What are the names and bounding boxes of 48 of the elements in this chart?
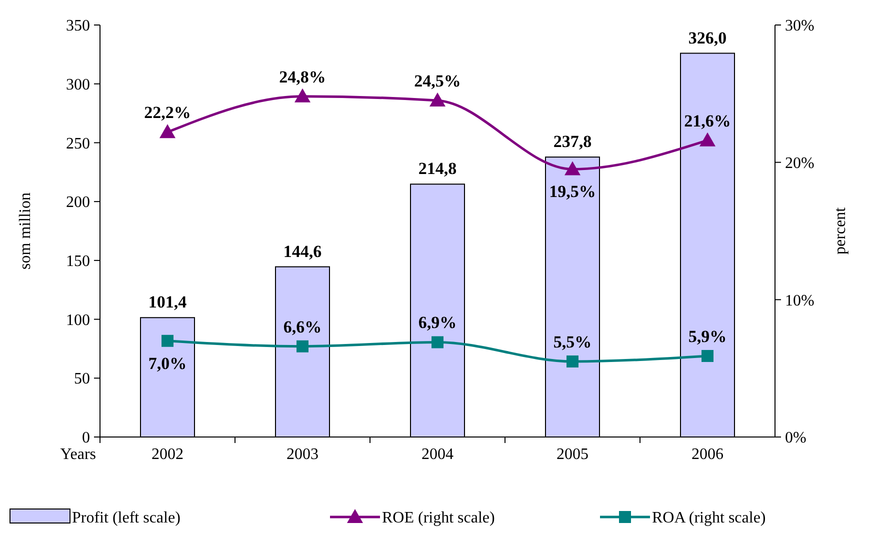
x-tick-label: 2005: [556, 446, 588, 463]
data-label: 22,2%: [144, 103, 191, 122]
legend-label: Profit (left scale): [72, 510, 180, 527]
data-label: 24,5%: [414, 72, 461, 91]
y-tick-label: 0: [82, 430, 90, 447]
point: [430, 92, 446, 107]
point: [432, 336, 444, 348]
data-label: 214,8: [418, 159, 457, 178]
data-label: 7,0%: [148, 354, 187, 373]
point: [702, 350, 714, 362]
point: [160, 124, 176, 138]
data-label: 6,9%: [418, 313, 457, 332]
data-label: 24,8%: [279, 67, 326, 86]
y-tick-label: 300: [66, 76, 90, 94]
y-tick-label: 50: [74, 370, 90, 388]
y2-tick-label: 0%: [785, 430, 806, 447]
y2-axis-title: percent: [832, 206, 849, 255]
point: [566, 355, 578, 368]
point: [700, 132, 716, 146]
x-tick-label: 2004: [422, 446, 454, 463]
point: [296, 340, 308, 352]
data-label: 237,8: [553, 132, 592, 152]
point: [294, 88, 310, 102]
y-tick-label: 200: [66, 194, 90, 212]
data-label: 326,0: [688, 28, 727, 48]
y-tick-label: 350: [66, 18, 90, 35]
x-tick-label: 2002: [152, 446, 184, 463]
data-label: 144,6: [283, 242, 322, 261]
y-tick-label: 100: [66, 312, 90, 329]
legend-label: ROE (right scale): [382, 510, 495, 527]
x-axis-title: Years: [60, 446, 96, 463]
y-tick-label: 150: [66, 253, 90, 270]
y-tick-label: 250: [66, 135, 90, 152]
legend-label: ROA (right scale): [652, 510, 766, 527]
data-label: 5,5%: [553, 332, 592, 352]
y-axis-title: som million: [17, 192, 34, 270]
x-tick-label: 2006: [692, 446, 724, 463]
x-tick-label: 2003: [286, 446, 318, 463]
y2-tick-label: 30%: [785, 18, 814, 35]
data-label: 5,9%: [688, 326, 727, 346]
y2-tick-label: 20%: [785, 154, 814, 172]
data-label: 19,5%: [549, 182, 596, 202]
point: [162, 334, 174, 347]
data-label: 101,4: [148, 292, 188, 312]
data-label: 21,6%: [684, 111, 731, 130]
data-label: 6,6%: [283, 317, 322, 336]
point: [564, 161, 580, 176]
y2-tick-label: 10%: [785, 292, 814, 310]
